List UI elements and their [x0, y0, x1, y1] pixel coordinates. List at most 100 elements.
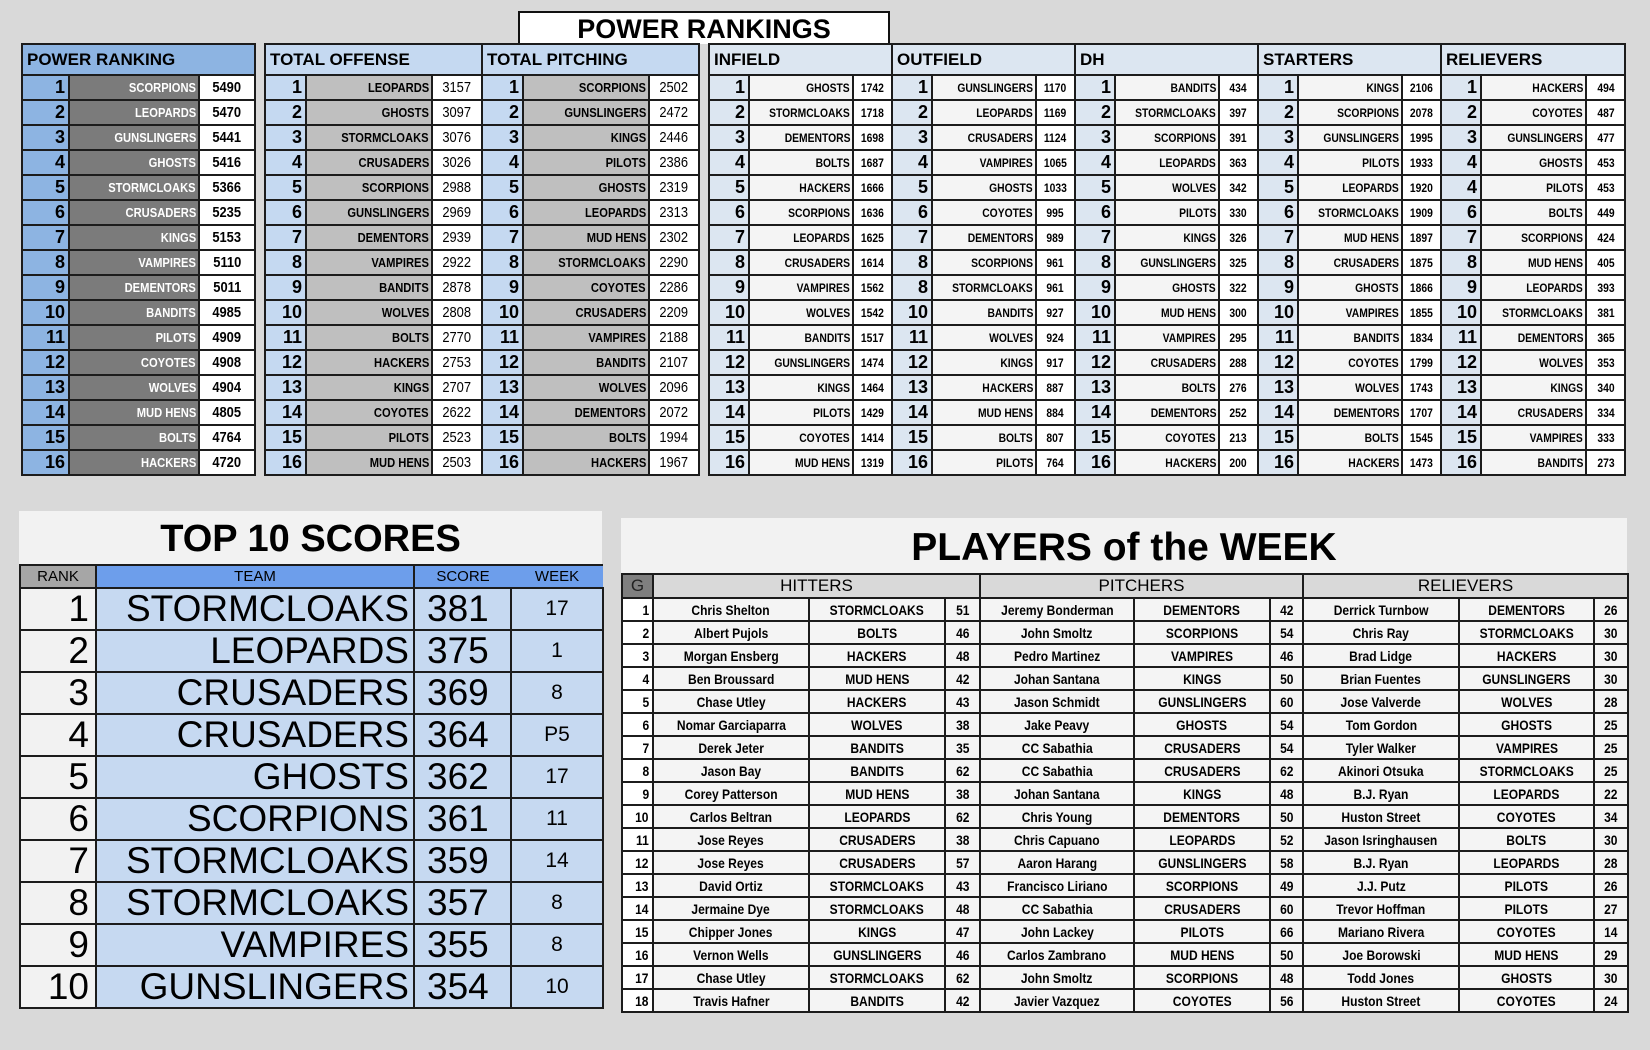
- score-cell: 1967: [647, 449, 701, 476]
- score-row: 1 STORMCLOAKS 381 17: [19, 587, 604, 631]
- ranking-row: 1 BANDITS 434: [1074, 74, 1259, 101]
- ranking-row: 4 BOLTS 1687: [708, 149, 894, 176]
- ranking-row: 4 PILOTS 1933: [1257, 149, 1443, 176]
- rank-cell: 2: [264, 99, 307, 126]
- score-value: 1033: [1044, 180, 1067, 195]
- week-cell: 11: [510, 797, 604, 841]
- reliever-score: 28: [1604, 693, 1618, 710]
- pitcher-score: 62: [1279, 762, 1294, 779]
- ranking-row: 12 WOLVES 353: [1440, 349, 1627, 376]
- player-row: 12 Jose Reyes CRUSADERS 57 Aaron Harang GUNSL…: [621, 850, 1630, 875]
- score-cell: 1124: [1034, 124, 1077, 151]
- reliever-score: 28: [1604, 854, 1618, 871]
- hitter-name-cell: Chase Utley: [652, 965, 810, 990]
- score-cell: 381: [413, 587, 512, 631]
- hitter-name: Jose Reyes: [697, 831, 765, 848]
- team-cell: WOLVES: [1114, 174, 1220, 201]
- score-value: 2523: [442, 429, 472, 446]
- hitter-score: 38: [955, 785, 970, 802]
- team-cell: VAMPIRES: [1114, 324, 1220, 351]
- reliever-name-cell: Jose Valverde: [1302, 689, 1461, 714]
- rank-cell: 9: [1440, 274, 1482, 301]
- ranking-row: 1 SCORPIONS 5490: [21, 74, 257, 101]
- score-value: 1897: [1410, 230, 1433, 245]
- team-cell: VAMPIRES: [1297, 299, 1403, 326]
- rank-cell: 3: [21, 124, 70, 151]
- hitter-team-cell: STORMCLOAKS: [808, 873, 946, 898]
- hitter-team-cell: LEOPARDS: [808, 804, 946, 829]
- hitter-team: LEOPARDS: [843, 808, 911, 825]
- reliever-score: 30: [1604, 647, 1618, 664]
- team-cell: CRUSADERS: [95, 671, 415, 715]
- rank-cell: 10: [19, 965, 97, 1009]
- score-value: 363: [1229, 155, 1248, 170]
- rank-cell: 6: [891, 199, 933, 226]
- score-cell: 5366: [197, 174, 257, 201]
- rank-cell: 9: [264, 274, 307, 301]
- team-name: GHOSTS: [1539, 155, 1583, 170]
- hitter-score-cell: 38: [943, 827, 982, 852]
- pitcher-score-cell: 66: [1269, 919, 1305, 944]
- score-cell: 354: [413, 965, 512, 1009]
- team-name: HACKERS: [981, 380, 1033, 395]
- team-name: CRUSADERS: [1517, 405, 1583, 420]
- score-row: 6 SCORPIONS 361 11: [19, 797, 604, 841]
- pitcher-team-cell: CRUSADERS: [1133, 735, 1272, 760]
- score-cell: 357: [413, 881, 512, 925]
- hitter-score-cell: 62: [943, 758, 982, 783]
- hitter-team: STORMCLOAKS: [829, 969, 925, 986]
- team-name: KINGS: [1000, 355, 1033, 370]
- ranking-row: 16 HACKERS 1473: [1257, 449, 1443, 476]
- hitter-team: BANDITS: [850, 992, 904, 1009]
- score-cell: 330: [1218, 199, 1259, 226]
- team-cell: PILOTS: [931, 449, 1037, 476]
- team-name: SCORPIONS: [578, 80, 646, 95]
- reliever-team-cell: COYOTES: [1458, 988, 1596, 1013]
- hitter-score-cell: 62: [943, 965, 982, 990]
- score-cell: 381: [1584, 299, 1627, 326]
- rank-cell: 10: [891, 299, 933, 326]
- score-cell: 1698: [851, 124, 894, 151]
- pitcher-name: CC Sabathia: [1021, 900, 1093, 917]
- reliever-score-cell: 22: [1593, 781, 1630, 806]
- reliever-name-cell: Brad Lidge: [1302, 643, 1461, 668]
- team-cell: CRUSADERS: [1480, 399, 1587, 426]
- reliever-team: COYOTES: [1497, 992, 1556, 1009]
- team-name: LEOPARDS: [134, 105, 196, 120]
- team-cell: COYOTES: [748, 424, 854, 451]
- hitter-score-cell: 57: [943, 850, 982, 875]
- score-value: 1933: [1410, 155, 1433, 170]
- pitcher-team: KINGS: [1182, 670, 1222, 687]
- score-value: 333: [1596, 430, 1615, 445]
- score-cell: 884: [1034, 399, 1077, 426]
- pitcher-name-cell: Johan Santana: [979, 666, 1136, 691]
- header-game: G: [621, 573, 654, 599]
- score-cell: 1799: [1400, 349, 1443, 376]
- pitcher-team: COYOTES: [1172, 992, 1232, 1009]
- score-cell: 2808: [430, 299, 484, 326]
- team-name: STORMCLOAKS: [558, 255, 646, 270]
- team-name: SCORPIONS: [1521, 230, 1583, 245]
- hitter-name: Chase Utley: [696, 693, 766, 710]
- game-number: 12: [635, 854, 649, 871]
- team-cell: SCORPIONS: [95, 797, 415, 841]
- ranking-row: 14 CRUSADERS 334: [1440, 399, 1627, 426]
- team-cell: GUNSLINGERS: [1297, 124, 1403, 151]
- week-cell: 1: [510, 629, 604, 673]
- team-cell: BANDITS: [1297, 324, 1403, 351]
- team-name: SCORPIONS: [128, 80, 196, 95]
- reliever-team: LEOPARDS: [1493, 854, 1560, 871]
- rank-cell: 10: [264, 299, 307, 326]
- reliever-team-cell: VAMPIRES: [1458, 735, 1596, 760]
- ranking-row: 12 BANDITS 2107: [481, 349, 701, 376]
- score-value: 2386: [659, 154, 689, 171]
- rank-cell: 8: [891, 249, 933, 276]
- reliever-score: 27: [1604, 900, 1618, 917]
- pitcher-team-cell: DEMENTORS: [1133, 804, 1272, 829]
- reliever-name-cell: Tyler Walker: [1302, 735, 1461, 760]
- ranking-row: 12 KINGS 917: [891, 349, 1077, 376]
- hitter-name-cell: Derek Jeter: [652, 735, 810, 760]
- pitcher-name: Chris Young: [1021, 808, 1093, 825]
- score-value: 2707: [442, 379, 472, 396]
- score-value: 1562: [861, 280, 884, 295]
